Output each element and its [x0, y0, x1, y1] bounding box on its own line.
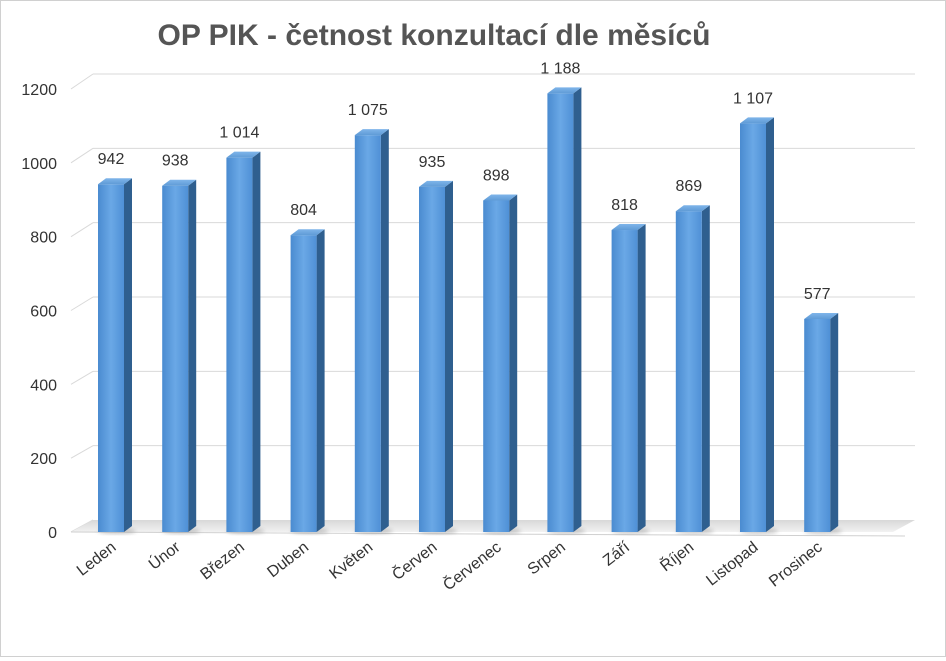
y-tick-label: 1200: [21, 82, 57, 99]
gridline: [70, 147, 915, 164]
bar: [290, 229, 329, 534]
y-axis: 0 200 400 600 800 1000 1200: [21, 82, 57, 542]
y-tick-label: 800: [30, 230, 57, 247]
bar: [547, 87, 586, 534]
bar: [419, 180, 457, 534]
data-label: 804: [290, 202, 317, 219]
data-label: 869: [675, 178, 702, 195]
data-label: 942: [98, 151, 125, 168]
gridline: [70, 73, 915, 90]
bar: [675, 205, 714, 534]
bar: [483, 194, 522, 534]
data-label: 818: [611, 197, 638, 214]
bar: [162, 179, 201, 534]
x-tick-label: Prosinec: [766, 539, 826, 591]
y-tick-label: 1000: [21, 156, 57, 173]
x-tick-label: Leden: [74, 539, 120, 580]
x-tick-label: Srpen: [525, 539, 569, 579]
data-label: 1 075: [348, 102, 388, 119]
data-label: 898: [483, 167, 510, 184]
data-label: 1 014: [219, 125, 259, 142]
x-tick-label: Listopad: [703, 539, 761, 590]
bars: [98, 87, 843, 534]
x-tick-label: Únor: [145, 537, 185, 574]
data-label: 935: [419, 154, 446, 171]
y-tick-label: 0: [48, 525, 57, 542]
data-label: 938: [162, 153, 189, 170]
x-tick-label: Září: [600, 538, 633, 569]
bar: [226, 151, 265, 534]
x-tick-label: Červen: [388, 537, 440, 584]
data-label: 1 107: [733, 90, 773, 107]
y-tick-label: 200: [30, 451, 57, 468]
data-labels: 942 938 1 014 804 1 075 935 898 1 188 818 869 1 10…: [98, 60, 831, 303]
x-tick-label: Březen: [197, 539, 247, 584]
chart-title: OP PIK - četnost konzultací dle měsíců: [157, 19, 711, 52]
x-tick-label: Říjen: [656, 537, 697, 575]
y-tick-label: 400: [30, 377, 57, 394]
bar: [740, 117, 778, 534]
x-tick-label: Červenec: [439, 537, 505, 594]
y-tick-label: 600: [30, 304, 57, 321]
bar: [98, 178, 136, 534]
bar: [611, 224, 650, 534]
x-tick-label: Duben: [264, 539, 312, 581]
x-axis: Leden Únor Březen Duben Květen Červen Červenec…: [74, 537, 826, 595]
bar: [804, 312, 843, 534]
data-label: 1 188: [540, 60, 580, 77]
data-label: 577: [804, 286, 831, 303]
x-tick-label: Květen: [327, 539, 377, 583]
bar: [354, 129, 393, 534]
